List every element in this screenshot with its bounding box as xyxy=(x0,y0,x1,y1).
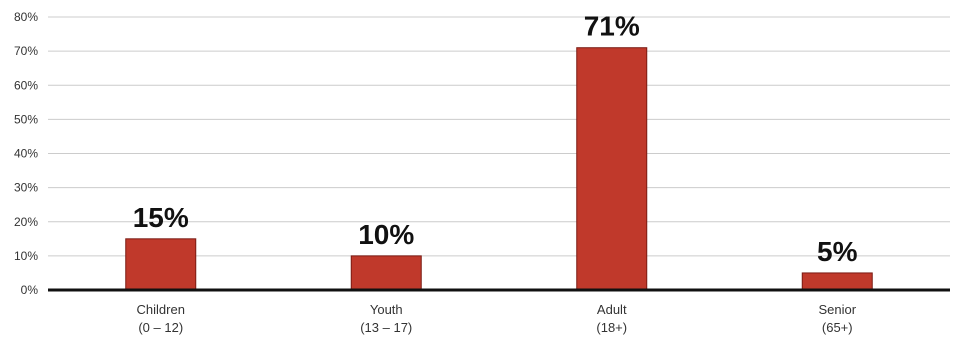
x-category-label: (65+) xyxy=(822,320,853,335)
bar xyxy=(576,47,648,291)
x-category-label: Senior xyxy=(818,302,856,317)
bar xyxy=(125,238,197,291)
y-tick-label: 10% xyxy=(14,249,38,263)
x-category-label: Youth xyxy=(370,302,403,317)
gridlines xyxy=(48,16,950,257)
data-labels: 15% 10% 71% 5% xyxy=(133,11,858,267)
x-category-label: Adult xyxy=(597,302,627,317)
y-tick-label: 40% xyxy=(14,147,38,161)
y-tick-label: 20% xyxy=(14,215,38,229)
x-category-label: (0 – 12) xyxy=(138,320,183,335)
bar xyxy=(801,272,873,291)
y-tick-label: 30% xyxy=(14,181,38,195)
x-category-label: Children xyxy=(137,302,185,317)
y-axis-tick-labels: 0% 10% 20% 30% 40% 50% 60% 70% 80% xyxy=(14,10,38,297)
y-tick-label: 60% xyxy=(14,78,38,92)
x-axis-category-labels: Children (0 – 12) Youth (13 – 17) Adult (18+)… xyxy=(137,302,857,335)
data-label: 5% xyxy=(817,236,858,267)
y-tick-label: 70% xyxy=(14,44,38,58)
bars xyxy=(125,47,873,291)
y-tick-label: 80% xyxy=(14,10,38,24)
data-label: 71% xyxy=(584,11,640,42)
bar xyxy=(350,255,422,291)
y-tick-label: 50% xyxy=(14,112,38,126)
data-label: 10% xyxy=(358,219,414,250)
x-category-label: (18+) xyxy=(596,320,627,335)
data-label: 15% xyxy=(133,202,189,233)
x-category-label: (13 – 17) xyxy=(360,320,412,335)
y-tick-label: 0% xyxy=(21,283,39,297)
